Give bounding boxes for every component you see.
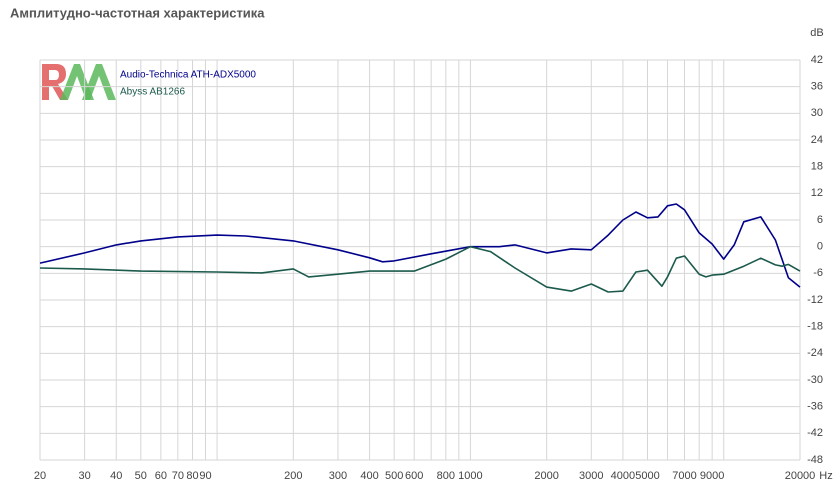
y-tick-label: 6 bbox=[817, 214, 823, 226]
chart-title: Амплитудно-частотная характеристика bbox=[10, 5, 265, 20]
y-tick-label: 24 bbox=[811, 134, 823, 146]
x-tick-label: 9000 bbox=[700, 470, 724, 482]
y-tick-label: 30 bbox=[811, 107, 823, 119]
x-tick-label: 600 bbox=[405, 470, 423, 482]
y-tick-label: 42 bbox=[811, 54, 823, 66]
y-tick-label: -6 bbox=[813, 267, 823, 279]
x-tick-label: 90 bbox=[199, 470, 211, 482]
x-tick-label: 3000 bbox=[579, 470, 603, 482]
x-tick-label: 500 bbox=[385, 470, 403, 482]
x-tick-label: 70 bbox=[172, 470, 184, 482]
x-tick-label: 7000 bbox=[672, 470, 696, 482]
legend-entry: Abyss AB1266 bbox=[120, 87, 185, 98]
x-tick-label: 30 bbox=[78, 470, 90, 482]
legend-entry: Audio-Technica ATH-ADX5000 bbox=[120, 70, 256, 81]
y-tick-label: -42 bbox=[807, 427, 823, 439]
x-tick-label: 2000 bbox=[534, 470, 558, 482]
y-tick-label: -36 bbox=[807, 401, 823, 413]
logo bbox=[42, 64, 116, 100]
y-tick-label: -30 bbox=[807, 374, 823, 386]
x-tick-label: 1000 bbox=[458, 470, 482, 482]
x-tick-label: 5000 bbox=[635, 470, 659, 482]
y-tick-label: -12 bbox=[807, 294, 823, 306]
y-tick-label: 18 bbox=[811, 161, 823, 173]
x-tick-label: 50 bbox=[135, 470, 147, 482]
x-tick-label: 20000 bbox=[785, 470, 816, 482]
series-line bbox=[39, 203, 801, 288]
series-line bbox=[39, 245, 801, 293]
x-tick-label: 200 bbox=[284, 470, 302, 482]
y-tick-label: 12 bbox=[811, 187, 823, 199]
y-tick-label: -18 bbox=[807, 321, 823, 333]
y-tick-label: 0 bbox=[817, 241, 823, 253]
x-tick-label: 4000 bbox=[611, 470, 635, 482]
y-tick-label: -24 bbox=[807, 347, 823, 359]
y-axis-label: dB bbox=[810, 27, 823, 39]
x-axis-label: Hz bbox=[819, 470, 832, 482]
x-tick-label: 300 bbox=[329, 470, 347, 482]
y-tick-label: 36 bbox=[811, 81, 823, 93]
x-tick-label: 40 bbox=[110, 470, 122, 482]
x-tick-label: 60 bbox=[155, 470, 167, 482]
y-tick-label: -48 bbox=[807, 454, 823, 466]
x-tick-label: 20 bbox=[34, 470, 46, 482]
x-tick-label: 400 bbox=[360, 470, 378, 482]
x-tick-label: 800 bbox=[437, 470, 455, 482]
x-tick-label: 80 bbox=[186, 470, 198, 482]
